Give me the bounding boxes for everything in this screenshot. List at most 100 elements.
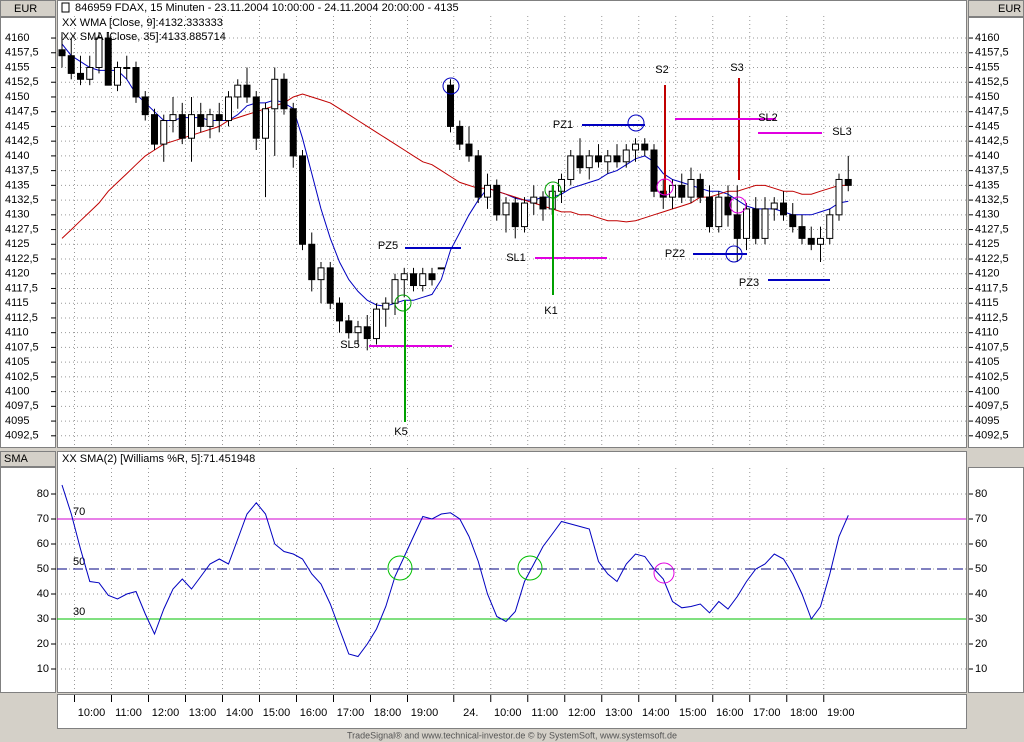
candle-body: [604, 155, 612, 163]
y-tick-label: 4102,5: [5, 371, 39, 383]
candle-body: [197, 114, 205, 127]
candle-body: [706, 196, 713, 228]
y-tick-label: 4137,5: [975, 165, 1009, 177]
candle-body: [456, 125, 464, 145]
x-tick-label: 12:00: [568, 707, 596, 719]
level-label: 70: [73, 506, 85, 518]
x-tick-label: 11:00: [115, 707, 142, 719]
candle-body: [613, 155, 621, 163]
x-tick-label: 24.: [463, 707, 478, 719]
annotation-label: PZ5: [378, 240, 398, 252]
y-tick-label: 4130: [5, 209, 29, 221]
candle-body: [632, 143, 639, 151]
x-tick-label: 15:00: [263, 707, 291, 719]
y-tick-label: 4120: [975, 268, 999, 280]
y-tick-label: 4142,5: [975, 135, 1009, 147]
candle-body: [595, 155, 602, 163]
candle-body: [308, 243, 316, 281]
y-tick-label: 40: [975, 588, 987, 600]
candle-body: [724, 196, 732, 216]
candle-body: [104, 37, 112, 86]
legend-entry: XX SMA [Close, 35]:4133.885714: [62, 31, 226, 43]
candle-body: [95, 37, 103, 68]
y-tick-label: 4112,5: [5, 312, 38, 324]
candle-body: [807, 237, 815, 245]
candle-body: [326, 267, 334, 304]
candle-body: [86, 67, 94, 80]
y-tick-label: 4097,5: [5, 400, 39, 412]
y-tick-label: 70: [975, 513, 987, 525]
candle-body: [844, 178, 852, 186]
candle-body: [382, 302, 390, 310]
candle-body: [687, 178, 695, 198]
y-tick-label: 4127,5: [975, 223, 1009, 235]
y-tick-label: 4115: [5, 297, 29, 309]
candle-body: [484, 184, 491, 198]
candle-body: [225, 96, 232, 122]
x-tick-label: 19:00: [827, 707, 855, 719]
footer: TradeSignal® and www.technical-investor.…: [347, 730, 677, 740]
candle-body: [530, 196, 538, 204]
candle-body: [67, 55, 75, 74]
left-axis-area: [0, 17, 56, 448]
candle-body: [761, 208, 769, 239]
signal-circle: [517, 555, 543, 581]
candle-body: [391, 279, 399, 304]
y-tick-label: 4137,5: [5, 165, 39, 177]
y-tick-label: 4097,5: [975, 400, 1009, 412]
y-tick-label: 4155: [5, 61, 29, 73]
candle-body: [715, 196, 723, 228]
y-tick-label: 4092,5: [5, 430, 39, 442]
chart-title: 846959 FDAX, 15 Minuten - 23.11.2004 10:…: [75, 2, 459, 14]
y-tick-label: 4127,5: [5, 223, 39, 235]
y-tick-label: 20: [37, 638, 49, 650]
x-tick-label: 17:00: [337, 707, 365, 719]
y-tick-label: 4107,5: [975, 341, 1009, 353]
candle-body: [317, 267, 325, 281]
signal-circle: [656, 178, 674, 196]
signal-circle: [627, 114, 645, 132]
y-tick-label: 60: [37, 538, 49, 550]
candle-body: [558, 178, 565, 192]
candle-body: [114, 67, 121, 86]
y-tick-label: 4135: [975, 179, 999, 191]
candle-body: [188, 114, 195, 139]
candle-body: [502, 202, 510, 216]
legend-entry: XX SMA(2) [Williams %R, 5]:71.451948: [62, 453, 255, 465]
x-tick-label: 18:00: [790, 707, 818, 719]
candle-body: [280, 78, 288, 110]
y-tick-label: 4122,5: [975, 253, 1009, 265]
x-tick-label: 19:00: [411, 707, 439, 719]
legend-entry: XX WMA [Close, 9]:4132.333333: [62, 17, 223, 29]
y-tick-label: 4112,5: [975, 312, 1008, 324]
y-tick-label: 4120: [5, 268, 29, 280]
y-tick-label: 4105: [975, 356, 999, 368]
candle-body: [521, 202, 528, 228]
currency-box: [0, 0, 56, 17]
y-tick-label: 4157,5: [975, 47, 1009, 59]
y-tick-label: 4132,5: [975, 194, 1009, 206]
candle-body: [585, 155, 593, 169]
candle-body: [780, 202, 787, 216]
x-tick-label: 18:00: [374, 707, 402, 719]
y-tick-label: 50: [37, 563, 49, 575]
candle-body: [271, 78, 279, 110]
candle-body: [641, 143, 649, 151]
level-label: 50: [73, 556, 85, 568]
y-tick-label: 30: [975, 613, 987, 625]
annotation-label: K1: [544, 305, 557, 317]
level-label: 30: [73, 606, 85, 618]
x-axis-area: [57, 694, 967, 729]
y-tick-label: 4095: [5, 415, 29, 427]
y-tick-label: 4140: [975, 150, 999, 162]
right-axis-area: [968, 467, 1024, 693]
candle-body: [789, 214, 797, 228]
candle-body: [410, 273, 417, 287]
signal-circle: [394, 294, 412, 312]
signal-circle: [387, 555, 413, 581]
annotation-label: PZ2: [665, 248, 685, 260]
candle-body: [428, 273, 436, 281]
candle-body: [539, 196, 547, 210]
y-tick-label: 4142,5: [5, 135, 39, 147]
candle-body: [289, 108, 297, 157]
